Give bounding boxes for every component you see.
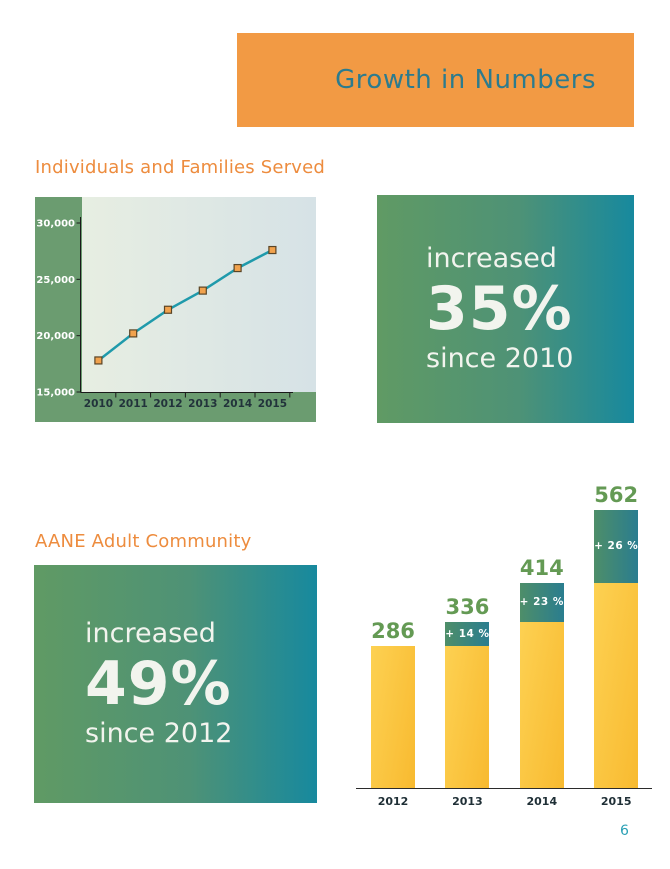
bar-chart-adult-community: 286 2012 + 14 % 336 2013 + 23 % 414 2014 + 26 % 5…: [356, 482, 652, 818]
bar-increase-label: + 26 %: [594, 540, 639, 553]
bar-increase-label: + 14 %: [445, 628, 490, 641]
data-point-marker: [198, 286, 207, 295]
data-point-marker: [233, 263, 242, 273]
stat-since-2010: since 2010: [426, 343, 574, 374]
data-point-marker: [129, 329, 138, 338]
stat-value-35-percent: 35%: [426, 274, 573, 344]
bar-segment-base: [445, 646, 490, 788]
line-chart-svg: 15,000 20,000 25,000 30,000 2010 2011 2012 2013…: [35, 197, 316, 422]
data-line: [97, 248, 274, 362]
stat-value-49-percent: 49%: [85, 649, 232, 719]
x-tick-label: 2010: [84, 398, 113, 410]
x-tick-label: 2014: [223, 398, 252, 410]
y-tick-label: 25,000: [36, 275, 75, 286]
stat-box-35-percent: increased 35% since 2010: [377, 195, 634, 423]
bar-segment-increase: + 23 %: [520, 583, 564, 622]
x-tick-label: 2013: [188, 398, 217, 410]
bar-chart-baseline: [356, 788, 652, 789]
x-tick-label: 2011: [119, 398, 148, 410]
page-title: Growth in Numbers: [335, 65, 596, 95]
section-heading-individuals-families: Individuals and Families Served: [35, 157, 326, 178]
bar-segment-base: [371, 646, 415, 788]
bar-total-label: 414: [519, 556, 564, 581]
data-point-marker: [163, 305, 173, 314]
data-point-marker: [94, 356, 103, 365]
stat-box-49-percent: increased 49% since 2012: [34, 565, 317, 803]
bar-increase-label: + 23 %: [519, 596, 564, 609]
bar-segment-increase: + 26 %: [594, 509, 639, 584]
bar-total-label: 286: [371, 619, 415, 644]
bar-segment-increase: + 14 %: [445, 621, 490, 647]
line-chart-individuals-families: 15,000 20,000 25,000 30,000 2010 2011 2012 2013…: [35, 197, 316, 422]
bar-segment-base: [594, 583, 639, 788]
bar-year-label: 2015: [600, 795, 632, 808]
bar-total-label: 562: [594, 482, 639, 507]
x-tick-label: 2015: [258, 398, 287, 410]
bar-year-label: 2012: [377, 795, 409, 808]
stat-word-increased: increased: [426, 243, 557, 274]
data-point-marker: [268, 245, 277, 255]
bar-segment-base: [519, 621, 564, 788]
stat-since-2012: since 2012: [85, 718, 233, 749]
x-tick-label: 2012: [153, 398, 182, 410]
y-tick-label: 30,000: [36, 219, 75, 230]
bar-year-label: 2013: [452, 795, 483, 808]
stat-word-increased: increased: [85, 618, 216, 649]
y-tick-label: 20,000: [36, 331, 75, 342]
section-heading-adult-community: AANE Adult Community: [35, 531, 252, 552]
page-number: 6: [620, 823, 629, 839]
y-tick-label: 15,000: [36, 388, 75, 399]
header-banner: Growth in Numbers: [237, 33, 634, 127]
bar-total-label: 336: [445, 594, 490, 619]
bar-year-label: 2014: [526, 795, 558, 808]
